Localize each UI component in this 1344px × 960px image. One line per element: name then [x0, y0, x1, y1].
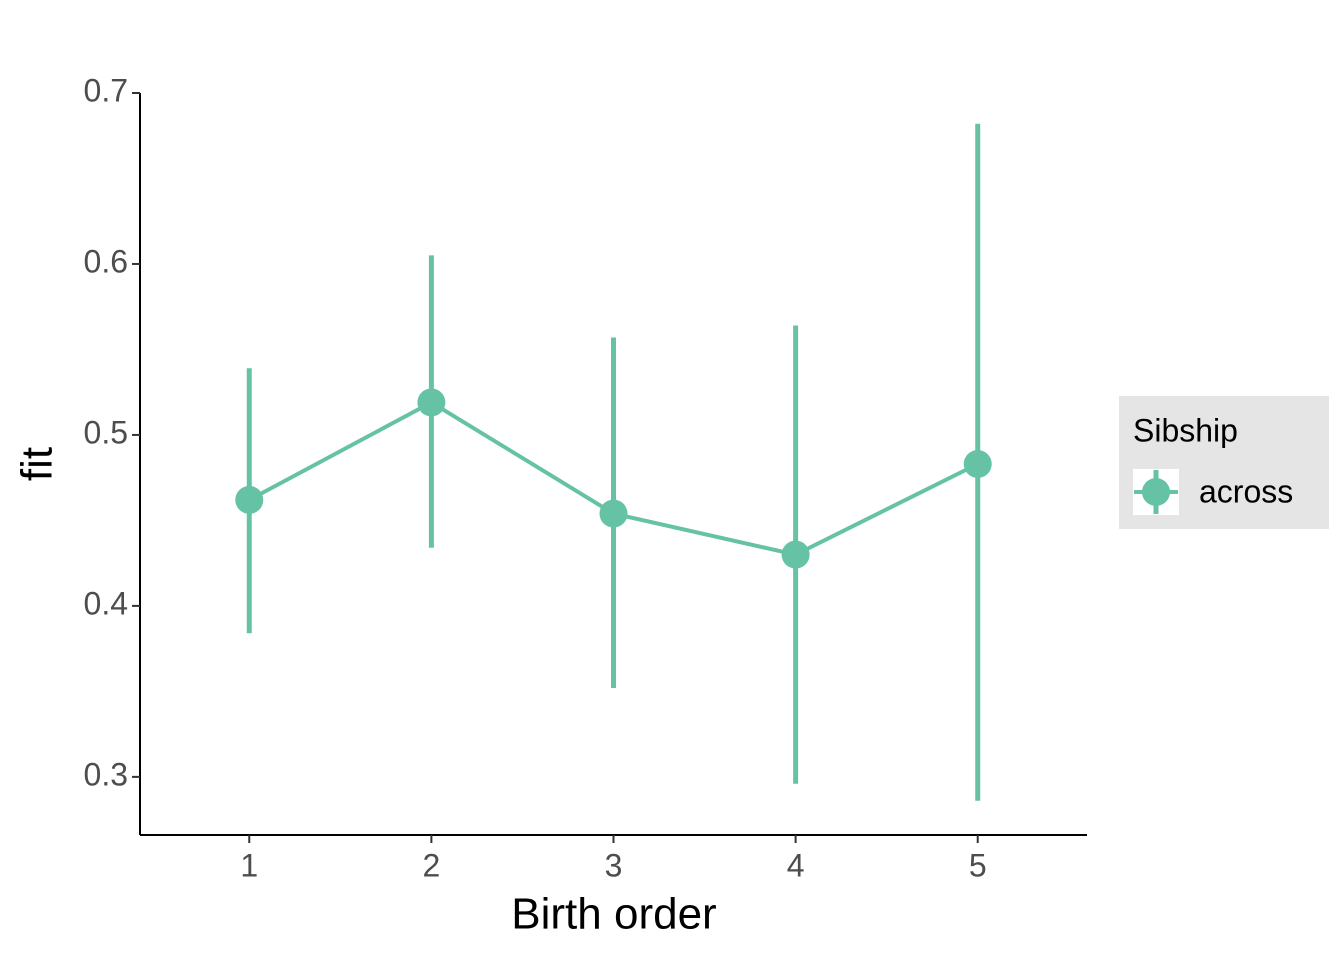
legend-title: Sibship [1133, 412, 1238, 448]
point [963, 450, 992, 478]
legend-label: across [1199, 473, 1293, 509]
legend-key-point [1142, 478, 1170, 506]
point [235, 485, 264, 514]
y-tick-label: 0.4 [84, 585, 128, 621]
point [417, 388, 446, 417]
y-axis-title: fit [13, 447, 62, 481]
x-tick-label: 1 [240, 847, 258, 883]
point [781, 540, 810, 569]
x-tick-label: 5 [969, 847, 987, 883]
x-tick-label: 4 [787, 847, 805, 883]
y-tick-label: 0.5 [84, 414, 128, 450]
x-tick-label: 2 [422, 847, 440, 883]
point [599, 499, 628, 528]
y-tick-label: 0.7 [84, 72, 128, 108]
y-tick-label: 0.6 [84, 243, 128, 279]
y-tick-label: 0.3 [84, 756, 128, 792]
x-tick-label: 3 [605, 847, 623, 883]
x-axis-title: Birth order [511, 890, 716, 939]
